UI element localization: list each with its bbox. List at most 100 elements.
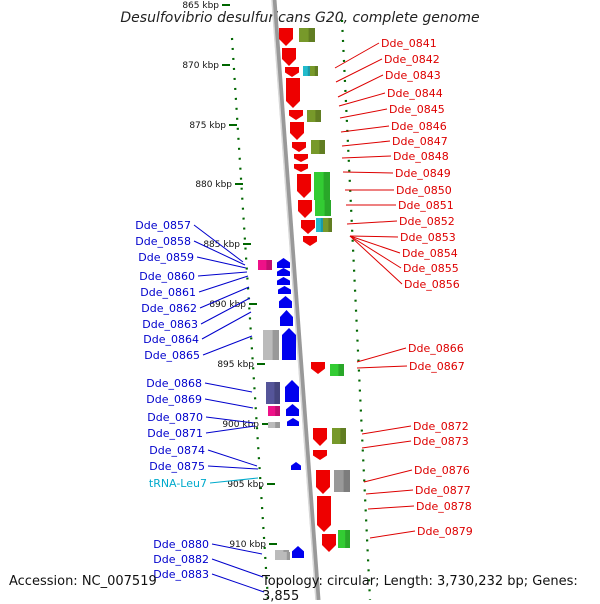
reverse-side-block-shade	[340, 428, 346, 444]
reverse-side-block	[310, 66, 318, 76]
reverse-side-block	[314, 172, 330, 200]
scale-label-865-kbp: 865 kbp	[182, 1, 219, 11]
forward-side-block	[282, 552, 290, 560]
reverse-side-block	[307, 110, 321, 122]
forward-side-block	[258, 260, 272, 270]
reverse-side-block-shade	[323, 172, 330, 200]
leader-line	[205, 416, 255, 424]
reverse-gene-glyph	[289, 110, 303, 120]
gene-label-dde-0878: Dde_0878	[416, 500, 472, 513]
leader-line	[207, 449, 258, 467]
leader-line	[207, 465, 259, 470]
leader-line	[193, 224, 244, 263]
leader-line	[211, 573, 265, 593]
forward-side-block	[263, 330, 279, 360]
forward-gene-glyph	[277, 277, 290, 285]
gene-label-dde-0879: Dde_0879	[417, 525, 473, 538]
reverse-side-block-shade	[345, 530, 350, 548]
scale-label-905-kbp: 905 kbp	[227, 480, 264, 490]
reverse-gene-glyph	[322, 534, 336, 552]
leader-line	[202, 335, 253, 356]
leader-line	[200, 297, 251, 325]
leader-line	[349, 235, 399, 238]
leader-line	[340, 125, 390, 133]
forward-gene-glyph	[287, 418, 299, 426]
gene-label-dde-0860: Dde_0860	[139, 270, 195, 283]
reverse-side-block-shade	[338, 364, 344, 376]
scale-label-875-kbp: 875 kbp	[189, 121, 226, 131]
leader-line	[341, 155, 392, 159]
leader-line	[204, 398, 254, 409]
reverse-side-block	[315, 200, 331, 216]
gene-label-dde-0853: Dde_0853	[400, 231, 456, 244]
reverse-gene-glyph	[301, 220, 315, 234]
leader-line	[205, 425, 256, 434]
gene-label-dde-0867: Dde_0867	[409, 360, 465, 373]
forward-gene-glyph	[292, 546, 304, 558]
scale-label-910-kbp: 910 kbp	[229, 540, 266, 550]
gene-label-dde-0850: Dde_0850	[396, 184, 452, 197]
forward-side-block-shade	[266, 260, 272, 270]
scale-label-895-kbp: 895 kbp	[217, 360, 254, 370]
gene-label-dde-0873: Dde_0873	[413, 435, 469, 448]
leader-line	[335, 58, 383, 83]
reverse-gene-glyph	[290, 122, 304, 140]
leader-line	[349, 235, 402, 269]
genome-backbone	[271, 0, 321, 600]
gene-label-dde-0870: Dde_0870	[147, 411, 203, 424]
right-outer-track	[340, 19, 372, 600]
reverse-side-block	[334, 470, 350, 492]
reverse-gene-glyph	[317, 496, 331, 532]
gene-label-dde-0847: Dde_0847	[392, 135, 448, 148]
gene-label-dde-0861: Dde_0861	[140, 286, 196, 299]
leader-line	[211, 543, 263, 555]
leader-line	[346, 220, 398, 225]
leader-line	[197, 271, 248, 277]
gene-label-dde-0858: Dde_0858	[135, 235, 191, 248]
gene-label-dde-0856: Dde_0856	[404, 278, 460, 291]
leader-line	[198, 275, 249, 293]
gene-label-dde-0862: Dde_0862	[141, 302, 197, 315]
gene-label-dde-0846: Dde_0846	[391, 120, 447, 133]
leader-line	[204, 382, 253, 393]
reverse-gene-glyph	[298, 200, 312, 218]
forward-side-block-shade	[275, 406, 280, 416]
forward-gene-glyph	[279, 296, 292, 308]
leader-line	[201, 311, 252, 340]
forward-gene-glyph	[285, 380, 299, 402]
gene-label-dde-0883: Dde_0883	[153, 568, 209, 581]
genome-title: Desulfovibrio desulfuricans G20, complet…	[120, 10, 480, 26]
leader-line	[365, 489, 414, 495]
reverse-side-block	[311, 140, 325, 154]
reverse-gene-glyph	[313, 450, 327, 460]
gene-label-dde-0859: Dde_0859	[138, 251, 194, 264]
gene-label-dde-0876: Dde_0876	[414, 464, 470, 477]
gene-label-dde-0874: Dde_0874	[149, 444, 205, 457]
gene-label-dde-0868: Dde_0868	[146, 377, 202, 390]
gene-label-dde-0857: Dde_0857	[135, 219, 191, 232]
gene-label-dde-0882: Dde_0882	[153, 553, 209, 566]
gene-label-dde-0842: Dde_0842	[384, 53, 440, 66]
leader-line	[334, 42, 380, 69]
gene-label-dde-0880: Dde_0880	[153, 538, 209, 551]
reverse-side-block-shade	[319, 140, 325, 154]
reverse-side-block	[316, 218, 324, 232]
reverse-side-block-shade	[314, 66, 318, 76]
gene-label-dde-0875: Dde_0875	[149, 460, 205, 473]
gene-label-dde-0863: Dde_0863	[142, 318, 198, 331]
gene-label-dde-0852: Dde_0852	[399, 215, 455, 228]
leader-line	[367, 505, 415, 510]
forward-side-block	[268, 406, 280, 416]
reverse-side-block	[332, 428, 346, 444]
gene-label-dde-0872: Dde_0872	[413, 420, 469, 433]
forward-gene-glyph	[278, 286, 291, 294]
forward-side-block-shade	[275, 422, 280, 428]
reverse-side-block-shade	[308, 28, 315, 42]
reverse-side-block-shade	[343, 470, 350, 492]
reverse-gene-glyph	[279, 28, 293, 46]
reverse-gene-glyph	[286, 78, 300, 108]
gene-label-dde-0845: Dde_0845	[389, 103, 445, 116]
reverse-gene-glyph	[303, 236, 317, 246]
reverse-gene-glyph	[297, 174, 311, 198]
